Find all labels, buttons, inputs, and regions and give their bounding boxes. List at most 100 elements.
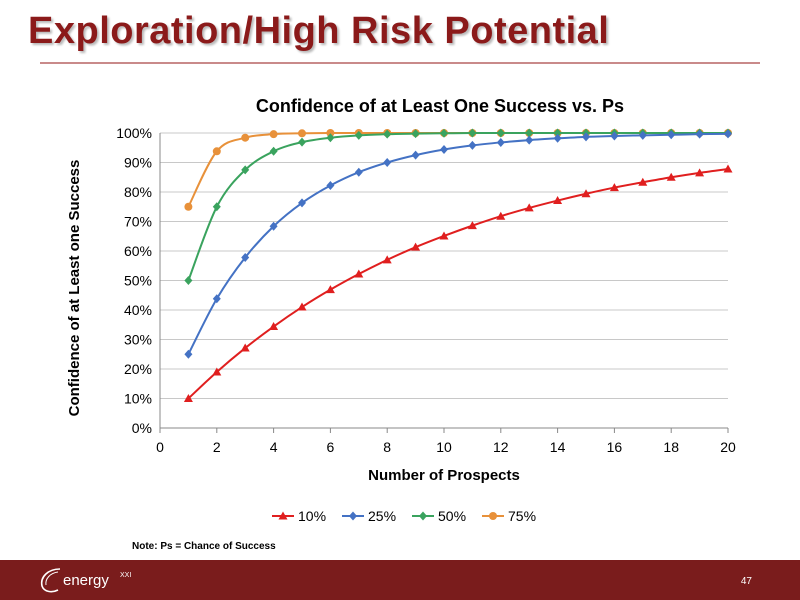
legend-label: 25%: [368, 508, 396, 524]
data-point: [325, 285, 335, 294]
data-point: [298, 129, 306, 138]
data-point: [411, 129, 420, 139]
data-point: [269, 146, 278, 156]
data-point: [667, 130, 676, 140]
data-point: [496, 211, 506, 220]
data-point: [383, 129, 392, 139]
x-tick-label: 6: [327, 439, 335, 455]
x-tick-label: 8: [383, 439, 391, 455]
data-point: [383, 158, 392, 167]
data-point: [183, 394, 193, 402]
data-point: [553, 133, 562, 143]
data-point: [184, 202, 193, 211]
y-tick-label: 50%: [124, 273, 152, 289]
data-point: [468, 140, 477, 150]
data-point: [496, 128, 505, 138]
y-tick-label: 100%: [116, 125, 152, 141]
data-point: [241, 165, 250, 175]
data-point: [354, 167, 363, 177]
data-point: [525, 128, 534, 138]
data-point: [349, 511, 357, 521]
data-point: [241, 252, 250, 262]
data-point: [354, 269, 364, 278]
x-tick-label: 18: [663, 439, 679, 455]
footnote: Note: Ps = Chance of Success: [132, 541, 276, 552]
y-tick-label: 80%: [124, 184, 152, 200]
data-point: [269, 322, 279, 331]
y-tick-label: 70%: [124, 214, 152, 230]
data-point: [212, 367, 222, 376]
data-point: [326, 129, 335, 137]
y-tick-label: 0%: [132, 420, 152, 436]
legend-item: 10%: [272, 508, 326, 524]
data-point: [723, 164, 733, 173]
data-point: [553, 128, 562, 138]
series-line: [187, 131, 728, 208]
data-point: [609, 183, 619, 192]
y-tick-label: 60%: [124, 243, 152, 259]
data-point: [489, 512, 497, 520]
data-point: [496, 137, 505, 147]
data-point: [419, 511, 427, 521]
data-point: [439, 231, 449, 240]
y-tick-label: 10%: [124, 391, 152, 407]
data-point: [212, 202, 221, 212]
data-point: [240, 343, 250, 352]
page-number: 47: [740, 576, 752, 587]
data-point: [553, 196, 563, 205]
chart-title: Confidence of at Least One Success vs. P…: [256, 96, 624, 116]
data-point: [241, 133, 250, 142]
data-point: [468, 128, 477, 138]
y-tick-label: 40%: [124, 302, 152, 318]
slide-title: Exploration/High Risk Potential: [28, 10, 610, 52]
footer-bar: energy XXI 47: [0, 560, 800, 600]
data-point: [298, 198, 306, 208]
data-point: [354, 130, 363, 140]
x-tick-label: 4: [270, 439, 278, 455]
y-axis-label: Confidence of at Least one Success: [66, 160, 83, 417]
data-point: [525, 135, 534, 145]
series-50pct: [184, 128, 732, 285]
legend-label: 10%: [298, 508, 326, 524]
x-tick-label: 0: [156, 439, 164, 455]
legend-item: 50%: [412, 508, 466, 524]
data-point: [638, 130, 647, 140]
x-axis-label: Number of Prospects: [368, 467, 520, 484]
y-tick-label: 20%: [124, 361, 152, 377]
series-10pct: [183, 164, 733, 402]
data-point: [581, 189, 591, 198]
series-line: [187, 131, 728, 281]
y-tick-label: 90%: [124, 155, 152, 171]
series-25pct: [184, 129, 732, 359]
data-point: [184, 349, 193, 359]
data-point: [297, 302, 307, 311]
series-75pct: [184, 129, 732, 211]
data-point: [610, 131, 619, 141]
data-point: [695, 168, 705, 177]
legend-item: 25%: [342, 508, 396, 524]
legend-label: 75%: [508, 508, 536, 524]
company-logo: energy XXI: [38, 565, 158, 595]
data-point: [278, 511, 288, 520]
series-line: [187, 132, 729, 355]
data-point: [326, 133, 335, 143]
data-point: [467, 221, 477, 230]
data-point: [524, 203, 534, 212]
x-tick-label: 12: [493, 439, 509, 455]
legend-item: 75%: [482, 508, 536, 524]
data-point: [724, 129, 732, 139]
x-tick-label: 2: [213, 439, 221, 455]
plot-area: 0% 10% 20% 30% 40% 50% 60% 70% 80% 90% 100% 0 2 4 6 8 10…: [116, 125, 736, 455]
data-point: [411, 242, 421, 251]
data-point: [212, 147, 221, 156]
y-tick-label: 30%: [124, 332, 152, 348]
data-point: [440, 145, 448, 155]
data-point: [666, 172, 676, 181]
data-point: [382, 255, 392, 264]
data-point: [269, 221, 278, 231]
data-point: [269, 130, 278, 139]
logo-superscript: XXI: [120, 572, 132, 579]
data-point: [695, 129, 704, 139]
data-point: [582, 132, 590, 142]
x-tick-label: 20: [720, 439, 736, 455]
